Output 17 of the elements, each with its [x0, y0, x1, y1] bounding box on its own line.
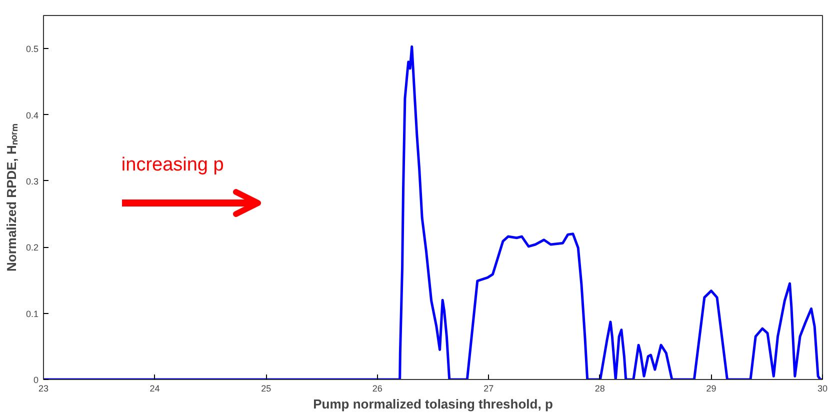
x-tick-label: 27 — [484, 384, 494, 394]
x-tick-label: 25 — [261, 384, 272, 394]
x-axis-title: Pump normalized tolasing threshold, p — [313, 396, 553, 412]
y-tick-label: 0.3 — [26, 176, 39, 186]
y-tick-label: 0.5 — [26, 44, 39, 54]
x-tick-label: 24 — [150, 384, 160, 394]
x-tick-label: 28 — [594, 384, 605, 394]
x-tick-label: 29 — [706, 384, 716, 394]
y-axis-title: Normalized RPDE, Hₙₒᵣₘ — [4, 123, 19, 272]
x-tick-label: 30 — [817, 384, 828, 394]
y-tick-label: 0.2 — [26, 242, 39, 253]
annotation: increasing p — [121, 154, 224, 176]
y-tick-label: 0.4 — [26, 110, 39, 120]
x-tick-label: 26 — [372, 384, 382, 394]
y-tick-label: 0.1 — [26, 308, 39, 319]
y-tick-label: 0 — [33, 375, 39, 385]
x-tick-label: 23 — [38, 384, 49, 394]
